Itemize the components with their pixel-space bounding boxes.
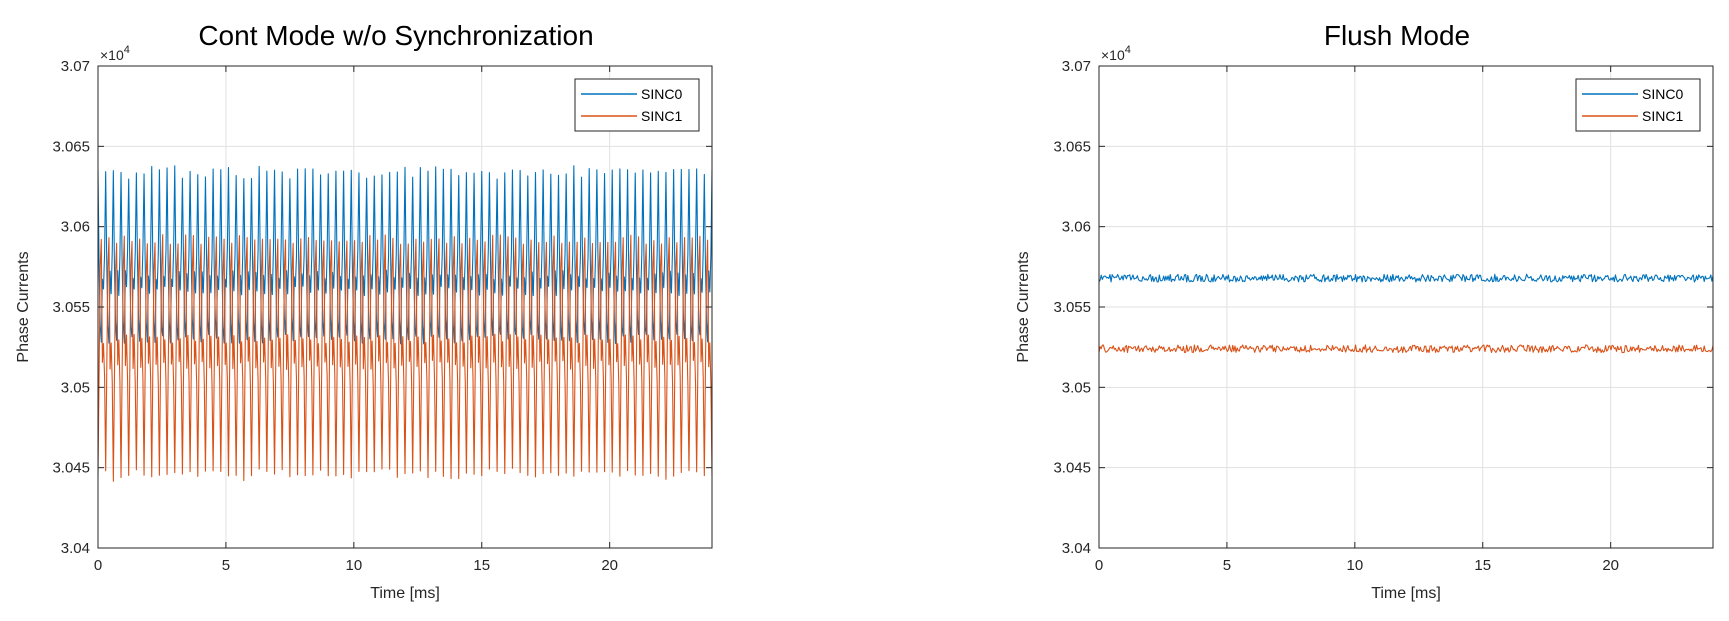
x-tick-label: 10 (345, 557, 362, 574)
x-axis-label: Time [ms] (1371, 585, 1441, 602)
grid (1099, 66, 1713, 548)
y-tick-label: 3.05 (61, 379, 90, 396)
y-tick-label: 3.04 (1062, 540, 1091, 557)
x-tick-label: 0 (94, 557, 102, 574)
legend: SINC0 SINC1 (574, 78, 700, 132)
chart-title: Flush Mode (1324, 20, 1470, 51)
y-axis-label: Phase Currents (15, 251, 32, 362)
axes: 0 5 10 15 20 3.04 3.045 3.05 3.055 3.06 3.065 3.07 (1053, 58, 1714, 574)
legend-label-sinc0: SINC0 (641, 86, 682, 102)
legend-label-sinc0: SINC0 (1642, 86, 1683, 102)
y-tick-label: 3.04 (61, 540, 90, 557)
legend-label-sinc1: SINC1 (641, 108, 682, 124)
y-tick-label: 3.065 (52, 138, 90, 155)
x-tick-label: 15 (473, 557, 490, 574)
series-line-sinc0 (97, 165, 713, 345)
x-tick-label: 15 (1474, 557, 1491, 574)
chart-panel-flush-mode: Flush Mode 0 5 10 15 20 3.04 3.045 3.05 3.055 3.0… (1015, 20, 1714, 602)
y-tick-label: 3.06 (1062, 219, 1091, 236)
series-layer (97, 165, 713, 482)
series-layer (1098, 273, 1714, 354)
x-tick-label: 20 (1602, 557, 1619, 574)
y-exponent-label: ×104 (1101, 44, 1131, 63)
y-axis-label: Phase Currents (1015, 251, 1032, 362)
y-tick-label: 3.045 (52, 460, 90, 477)
x-tick-label: 20 (601, 557, 618, 574)
x-tick-label: 5 (1223, 557, 1231, 574)
y-tick-label: 3.055 (1053, 299, 1091, 316)
x-axis-label: Time [ms] (370, 585, 440, 602)
grid (98, 66, 712, 548)
x-tick-label: 10 (1346, 557, 1363, 574)
chart-title: Cont Mode w/o Synchronization (198, 20, 593, 51)
chart-panel-cont-mode: Cont Mode w/o Synchronization 0 5 10 15 20 3.… (15, 20, 713, 602)
series-line-sinc1 (97, 234, 713, 482)
legend-label-sinc1: SINC1 (1642, 108, 1683, 124)
y-tick-label: 3.07 (1062, 58, 1091, 75)
y-exponent-label: ×104 (100, 44, 130, 63)
x-tick-label: 5 (222, 557, 230, 574)
series-line-sinc0 (1098, 273, 1714, 283)
x-tick-label: 0 (1095, 557, 1103, 574)
y-tick-label: 3.055 (52, 299, 90, 316)
axes: 0 5 10 15 20 3.04 3.045 3.05 3.055 3.06 3.065 3.07 (52, 58, 713, 574)
legend-box (574, 78, 700, 132)
series-line-sinc1 (1098, 344, 1714, 354)
legend: SINC0 SINC1 (1575, 78, 1701, 132)
y-tick-label: 3.05 (1062, 379, 1091, 396)
y-tick-label: 3.06 (61, 219, 90, 236)
y-tick-label: 3.07 (61, 58, 90, 75)
y-tick-label: 3.065 (1053, 138, 1091, 155)
legend-box (1575, 78, 1701, 132)
y-tick-label: 3.045 (1053, 460, 1091, 477)
